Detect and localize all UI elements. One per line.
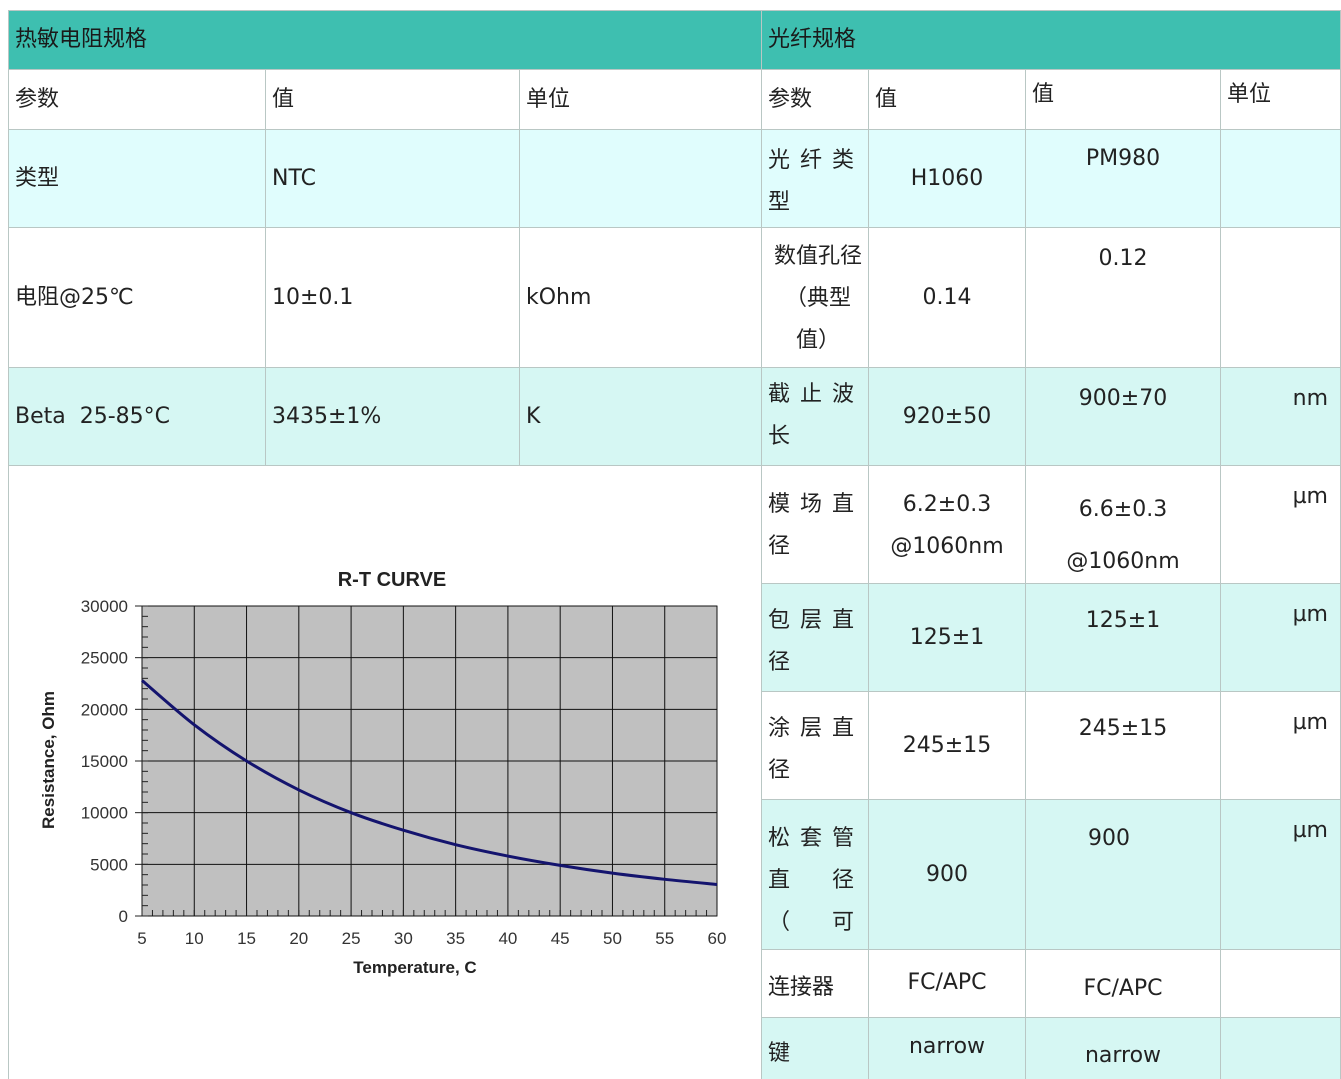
left-header-param: 参数 xyxy=(8,70,266,130)
fiber-type-label: 光纤类型 xyxy=(762,130,869,228)
x-tick-label: 60 xyxy=(708,929,727,948)
y-tick-label: 10000 xyxy=(81,804,128,823)
y-tick-label: 5000 xyxy=(90,855,128,874)
cladding-h1060: 125±1 xyxy=(869,584,1026,692)
key-label: 键 xyxy=(762,1018,869,1079)
x-tick-label: 30 xyxy=(394,929,413,948)
beta-unit: K xyxy=(520,368,762,466)
key-unit xyxy=(1221,1018,1341,1079)
y-tick-label: 25000 xyxy=(81,649,128,668)
thermistor-spec-title: 热敏电阻规格 xyxy=(8,10,762,70)
x-tick-label: 45 xyxy=(551,929,570,948)
loose-tube-pm980: 900 xyxy=(1026,800,1221,950)
cladding-unit: µm xyxy=(1221,584,1341,692)
x-tick-label: 15 xyxy=(237,929,256,948)
thermistor-type-label: 类型 xyxy=(8,130,266,228)
x-tick-label: 10 xyxy=(185,929,204,948)
cladding-label: 包层直径 xyxy=(762,584,869,692)
y-tick-label: 15000 xyxy=(81,752,128,771)
coating-h1060: 245±15 xyxy=(869,692,1026,800)
fiber-type-h1060: H1060 xyxy=(869,130,1026,228)
y-tick-label: 30000 xyxy=(81,597,128,616)
connector-pm980: FC/APC xyxy=(1026,950,1221,1018)
cutoff-label: 截止波长 xyxy=(762,368,869,466)
x-tick-label: 35 xyxy=(446,929,465,948)
coating-unit: µm xyxy=(1221,692,1341,800)
na-label: 数值孔径（典型值） xyxy=(762,228,869,368)
fiber-type-unit xyxy=(1221,130,1341,228)
x-tick-label: 20 xyxy=(289,929,308,948)
fiber-spec-title: 光纤规格 xyxy=(762,10,1341,70)
x-tick-label: 50 xyxy=(603,929,622,948)
resistance-value: 10±0.1 xyxy=(266,228,520,368)
resistance-unit: kOhm xyxy=(520,228,762,368)
na-h1060: 0.14 xyxy=(869,228,1026,368)
connector-label: 连接器 xyxy=(762,950,869,1018)
right-header-value-h1060: 值 xyxy=(869,70,1026,130)
chart-ylabel: Resistance, Ohm xyxy=(39,691,58,829)
y-tick-label: 20000 xyxy=(81,700,128,719)
loose-tube-label: 松套管直径（可选） xyxy=(762,800,869,950)
beta-value: 3435±1% xyxy=(266,368,520,466)
resistance-label: 电阻@25℃ xyxy=(8,228,266,368)
thermistor-type-value: NTC xyxy=(266,130,520,228)
mfd-unit: µm xyxy=(1221,466,1341,584)
key-h1060: narrow xyxy=(869,1018,1026,1079)
key-pm980: narrow xyxy=(1026,1018,1221,1079)
x-tick-label: 5 xyxy=(137,929,146,948)
connector-unit xyxy=(1221,950,1341,1018)
left-header-value: 值 xyxy=(266,70,520,130)
connector-h1060: FC/APC xyxy=(869,950,1026,1018)
chart-xlabel: Temperature, C xyxy=(353,958,476,977)
x-tick-label: 55 xyxy=(655,929,674,948)
cutoff-unit: nm xyxy=(1221,368,1341,466)
loose-tube-unit: µm xyxy=(1221,800,1341,950)
na-unit xyxy=(1221,228,1341,368)
chart-title: R-T CURVE xyxy=(338,569,447,591)
right-header-unit: 单位 xyxy=(1221,70,1341,130)
cutoff-pm980: 900±70 xyxy=(1026,368,1221,466)
left-header-unit: 单位 xyxy=(520,70,762,130)
mfd-pm980: 6.6±0.3 @1060nm xyxy=(1026,466,1221,584)
fiber-type-pm980: PM980 xyxy=(1026,130,1221,228)
cutoff-h1060: 920±50 xyxy=(869,368,1026,466)
cladding-pm980: 125±1 xyxy=(1026,584,1221,692)
coating-label: 涂层直径 xyxy=(762,692,869,800)
y-tick-label: 0 xyxy=(119,907,128,926)
right-header-param: 参数 xyxy=(762,70,869,130)
na-pm980: 0.12 xyxy=(1026,228,1221,368)
coating-pm980: 245±15 xyxy=(1026,692,1221,800)
mfd-label: 模场直径 xyxy=(762,466,869,584)
right-header-value-pm980: 值 xyxy=(1026,70,1221,130)
rt-curve-line xyxy=(141,679,718,886)
thermistor-type-unit xyxy=(520,130,762,228)
rt-curve-chart: R-T CURVE Resistance, Ohm Temperature, C… xyxy=(39,569,727,977)
x-tick-label: 40 xyxy=(498,929,517,948)
mfd-h1060: 6.2±0.3 @1060nm xyxy=(869,466,1026,584)
x-tick-label: 25 xyxy=(342,929,361,948)
loose-tube-h1060: 900 xyxy=(869,800,1026,950)
beta-label: Beta 25-85°C xyxy=(8,368,266,466)
